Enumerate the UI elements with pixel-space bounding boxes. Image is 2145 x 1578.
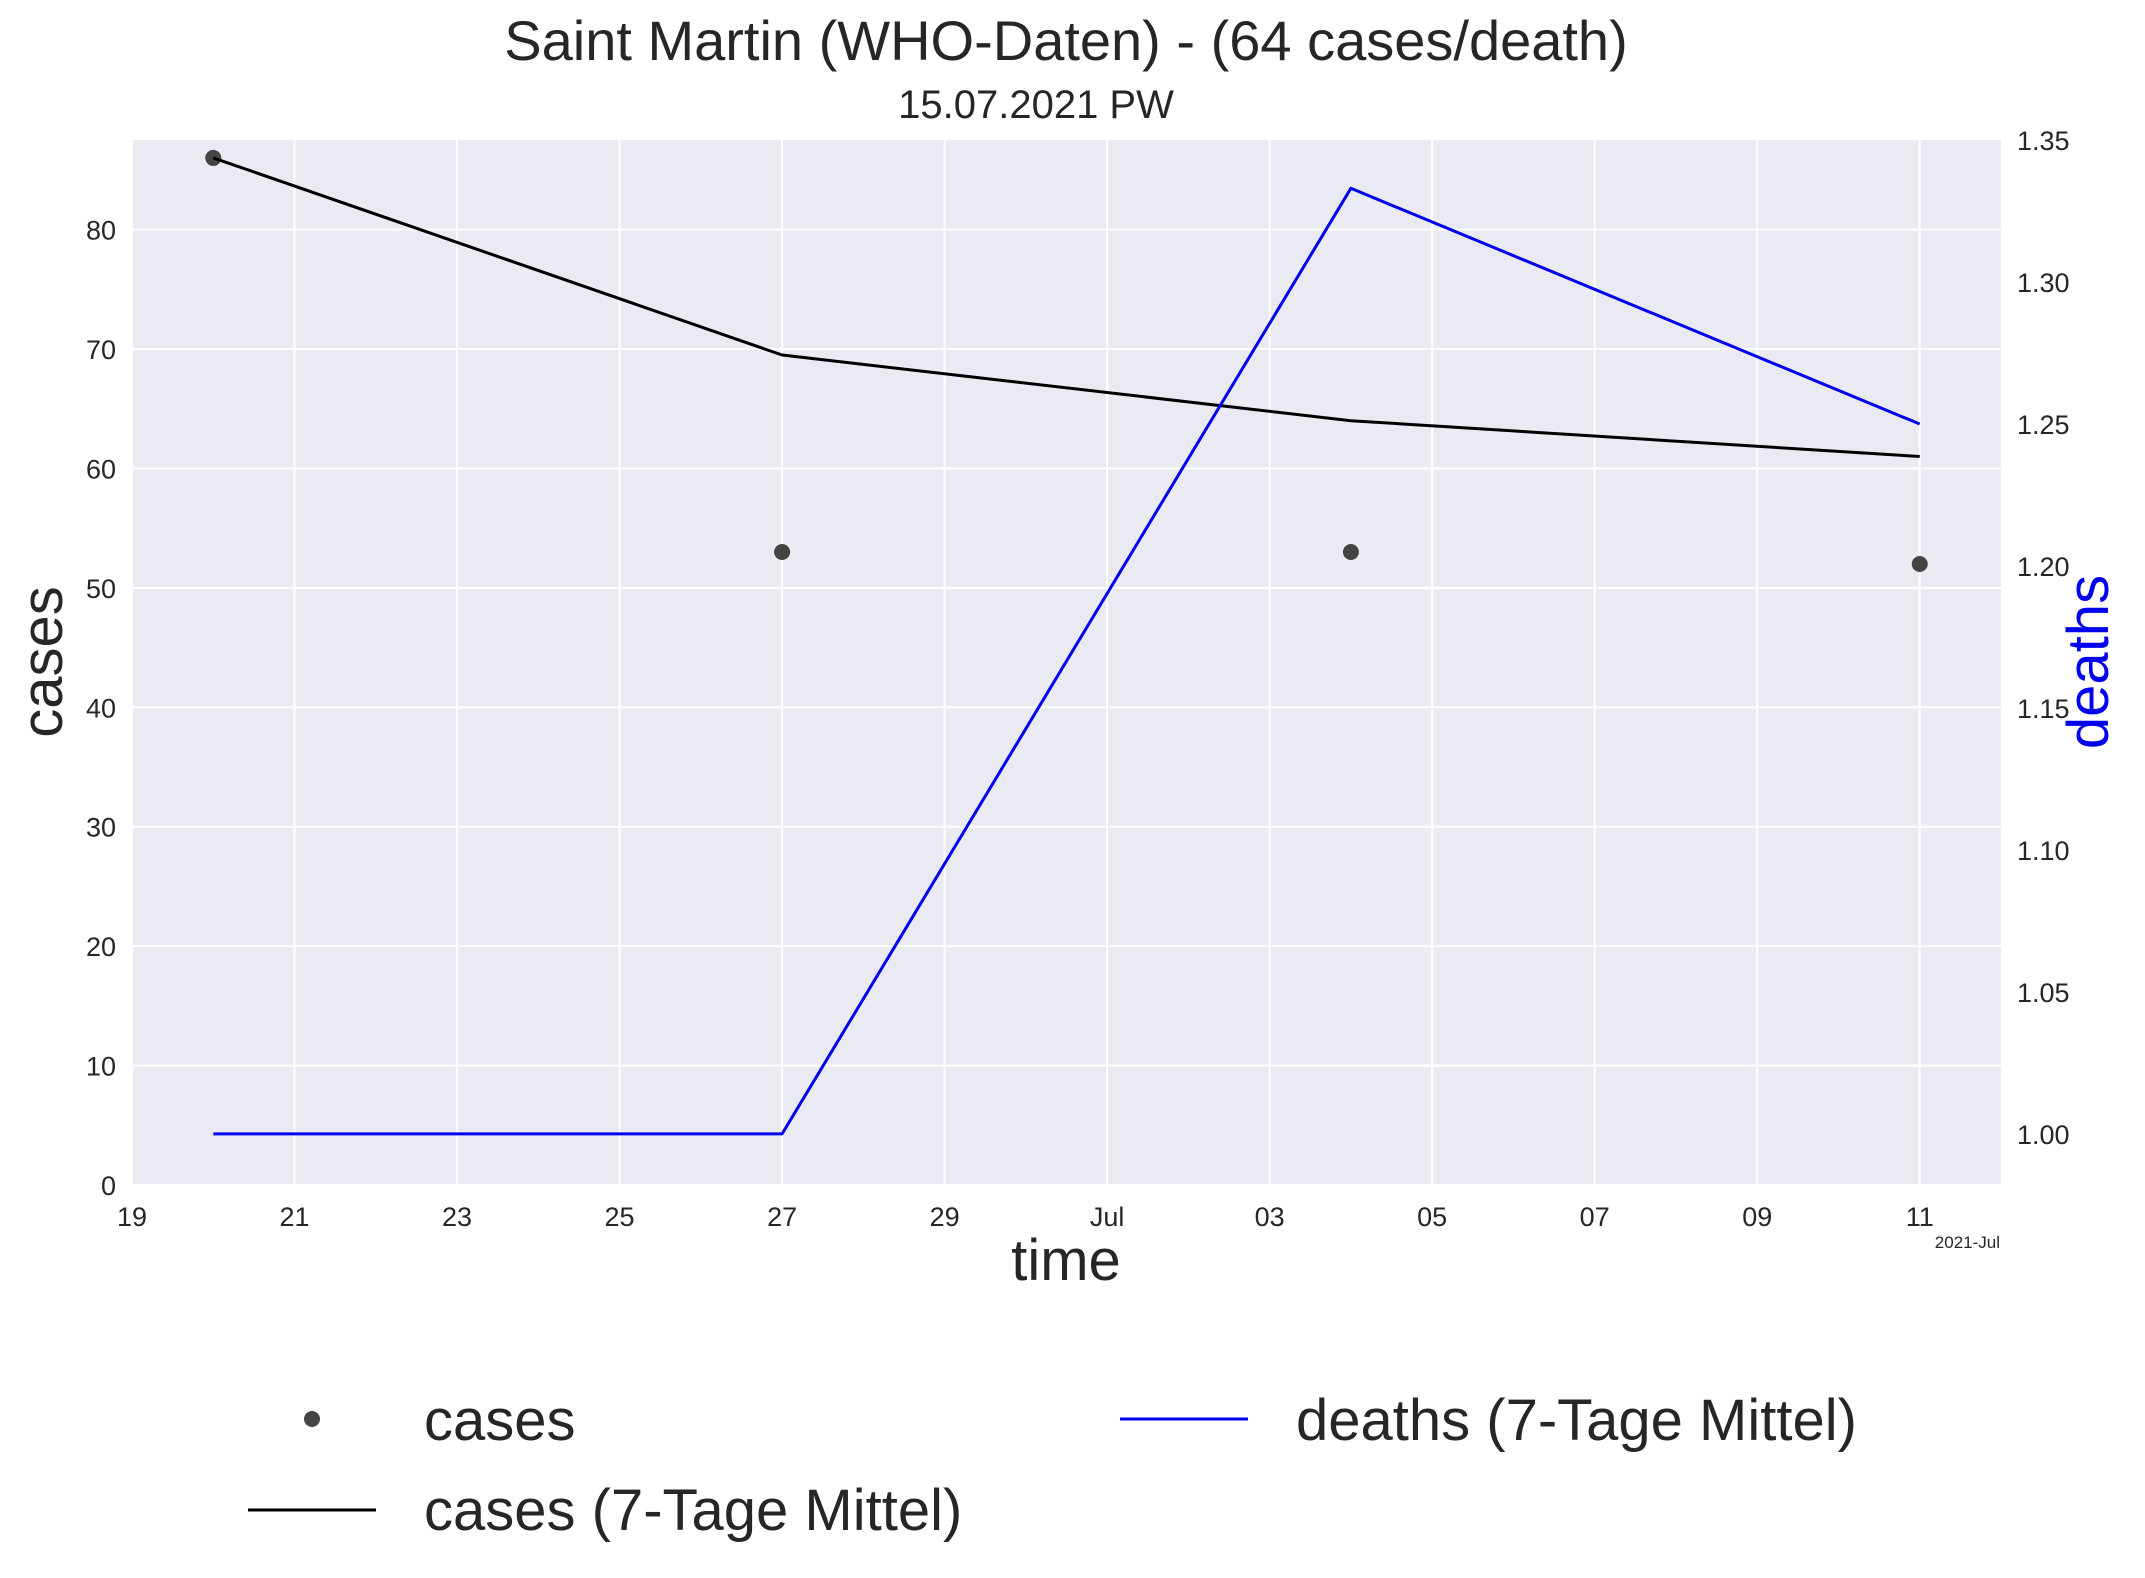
y-right-tick-label: 1.20 (2017, 552, 2070, 582)
y-right-tick-label: 1.10 (2017, 836, 2070, 866)
y-left-tick-labels: 0 10 20 30 40 50 60 70 80 (86, 216, 116, 1201)
y-left-tick-label: 60 (86, 454, 116, 484)
x-tick-label: 27 (767, 1202, 797, 1232)
legend-label-deaths-avg: deaths (7-Tage Mittel) (1296, 1388, 1857, 1453)
y-right-tick-label: 1.25 (2017, 410, 2070, 440)
legend-label-cases: cases (424, 1388, 576, 1453)
legend-label-cases-avg: cases (7-Tage Mittel) (424, 1478, 962, 1543)
x-axis-label: time (1011, 1228, 1121, 1293)
chart-subtitle: 15.07.2021 PW (898, 83, 1174, 127)
x-tick-label: 07 (1580, 1202, 1610, 1232)
series-line-cases-7-tage-mittel (212, 156, 1920, 458)
y-left-tick-label: 30 (86, 813, 116, 843)
x-tick-label: 05 (1417, 1202, 1447, 1232)
y-right-tick-label: 1.35 (2017, 126, 2070, 156)
data-point-cases (1342, 544, 1359, 561)
x-tick-label: Jul (1090, 1202, 1125, 1232)
series-line-deaths-7-tage-mittel (213, 186, 1921, 1136)
x-tick-label: 21 (279, 1202, 309, 1232)
data-point-cases (1911, 555, 1928, 572)
y-right-tick-label: 1.05 (2017, 978, 2070, 1008)
y-left-tick-label: 40 (86, 693, 116, 723)
x-tick-label: 03 (1255, 1202, 1285, 1232)
x-offset-label: 2021-Jul (1935, 1233, 2000, 1252)
y-left-tick-label: 50 (86, 574, 116, 604)
y-left-tick-label: 80 (86, 216, 116, 246)
y-left-axis-label: cases (10, 586, 75, 738)
y-right-tick-label: 1.00 (2017, 1120, 2070, 1150)
x-tick-label: 29 (930, 1202, 960, 1232)
y-left-tick-label: 70 (86, 335, 116, 365)
series-layer (205, 149, 1928, 1136)
legend: cases cases (7-Tage Mittel) deaths (7-Ta… (248, 1388, 1857, 1543)
data-point-cases (205, 149, 222, 166)
x-tick-label: 23 (442, 1202, 472, 1232)
y-right-tick-label: 1.30 (2017, 268, 2070, 298)
gridlines (131, 140, 2001, 1186)
x-tick-label: 09 (1742, 1202, 1772, 1232)
legend-marker-cases (304, 1411, 320, 1427)
y-right-axis-label: deaths (2056, 575, 2121, 749)
x-tick-label: 11 (1906, 1202, 1934, 1232)
chart-title: Saint Martin (WHO-Daten) - (64 cases/dea… (504, 9, 1627, 72)
y-left-tick-label: 10 (86, 1052, 116, 1082)
y-left-tick-label: 0 (101, 1171, 116, 1201)
x-tick-labels: 19 21 23 25 27 29 Jul 03 05 07 09 11 (117, 1202, 1934, 1232)
y-right-tick-label: 1.15 (2017, 694, 2070, 724)
x-tick-label: 19 (117, 1202, 147, 1232)
x-tick-label: 25 (605, 1202, 635, 1232)
y-left-tick-label: 20 (86, 932, 116, 962)
data-point-cases (774, 544, 791, 561)
y-right-tick-labels: 1.00 1.05 1.10 1.15 1.20 1.25 1.30 1.35 (2017, 126, 2070, 1150)
